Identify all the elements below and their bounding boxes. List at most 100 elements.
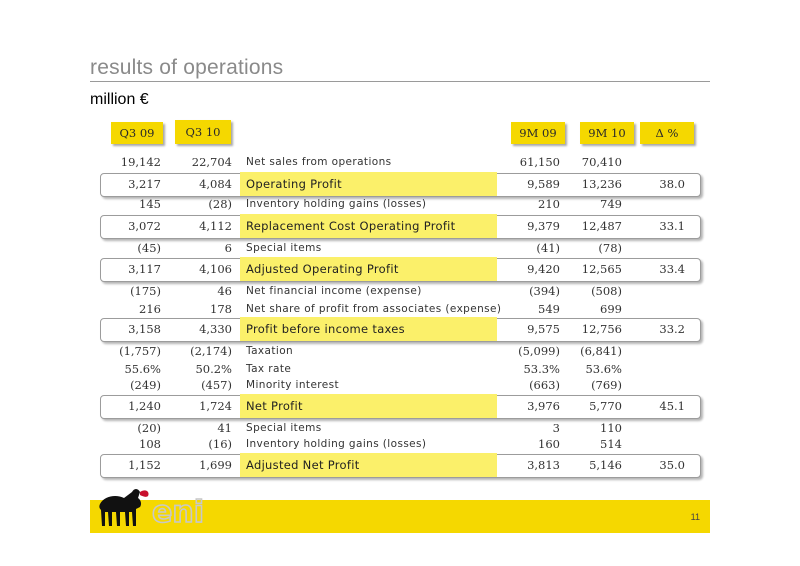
unit-label: million € [90, 91, 149, 108]
table-row: 3,158 4,330 Profit before income taxes 9,57… [0, 317, 800, 342]
cell-q3-10: (457) [201, 378, 232, 392]
cell-9m-10: (769) [591, 378, 622, 392]
cell-delta-pct [620, 239, 685, 258]
row-label: Net financial income (expense) [246, 285, 422, 297]
row-label: Tax rate [246, 363, 292, 375]
cell-9m-09: 9,420 [527, 262, 560, 276]
cell-9m-10: (78) [598, 241, 622, 255]
cell-q3-10: (16) [208, 437, 232, 451]
cell-delta-pct: 33.2 [659, 322, 685, 336]
table-row: 3,072 4,112 Replacement Cost Operating Pro… [0, 214, 800, 239]
row-label: Net share of profit from associates (exp… [246, 303, 502, 315]
cell-9m-09: 61,150 [519, 155, 560, 169]
row-label: Operating Profit [246, 177, 342, 191]
cell-9m-09: 53.3% [523, 362, 560, 376]
cell-delta-pct: 33.4 [659, 262, 685, 276]
cell-9m-09: 9,575 [527, 322, 560, 336]
cell-9m-09: 3,976 [527, 399, 560, 413]
row-label: Adjusted Operating Profit [246, 262, 399, 276]
table-row: (1,757) (2,174) Taxation (5,099) (6,841) [0, 342, 800, 361]
cell-q3-09: 3,117 [128, 262, 161, 276]
table-row: 3,217 4,084 Operating Profit 9,589 13,236 38.… [0, 172, 800, 197]
label-highlight [240, 214, 497, 238]
header-9m-10: 9M 10 [580, 122, 634, 144]
table-row: 55.6% 50.2% Tax rate 53.3% 53.6% [0, 360, 800, 379]
cell-q3-09: 1,152 [128, 458, 161, 472]
cell-9m-09: 549 [538, 302, 560, 316]
cell-q3-10: 4,112 [199, 219, 232, 233]
table-row: (249) (457) Minority interest (663) (769) [0, 376, 800, 395]
slide-title: results of operations [90, 56, 284, 79]
header-q3-10: Q3 10 [175, 120, 231, 144]
cell-9m-10: 699 [600, 302, 622, 316]
label-highlight [240, 394, 497, 418]
cell-9m-09: 9,379 [527, 219, 560, 233]
cell-delta-pct: 45.1 [659, 399, 685, 413]
cell-q3-09: (45) [137, 241, 161, 255]
header-q3-09: Q3 09 [111, 122, 163, 144]
label-highlight [240, 257, 497, 281]
cell-q3-10: 4,106 [199, 262, 232, 276]
page-number: 11 [690, 512, 700, 522]
cell-9m-10: 749 [600, 197, 622, 211]
cell-q3-09: (20) [137, 421, 161, 435]
cell-delta-pct: 38.0 [659, 177, 685, 191]
cell-9m-09: 3,813 [527, 458, 560, 472]
cell-q3-10: 4,084 [199, 177, 232, 191]
cell-9m-10: 5,146 [589, 458, 622, 472]
cell-q3-09: 3,158 [128, 322, 161, 336]
row-label: Inventory holding gains (losses) [246, 198, 427, 210]
cell-9m-10: 5,770 [589, 399, 622, 413]
cell-q3-09: 3,072 [128, 219, 161, 233]
row-label: Adjusted Net Profit [246, 458, 360, 472]
cell-q3-10: 22,704 [191, 155, 232, 169]
footer-band [90, 500, 710, 533]
cell-q3-10: 178 [210, 302, 232, 316]
row-label: Net sales from operations [246, 156, 392, 168]
cell-delta-pct [620, 342, 685, 361]
eni-wordmark: eni [152, 495, 204, 530]
cell-q3-09: 216 [139, 302, 161, 316]
cell-9m-10: 12,756 [581, 322, 622, 336]
header-9m-09: 9M 09 [511, 122, 565, 144]
cell-delta-pct [620, 282, 685, 301]
cell-9m-09: (5,099) [518, 344, 560, 358]
cell-9m-10: 70,410 [581, 155, 622, 169]
header-delta-pct: Δ % [640, 122, 694, 144]
cell-q3-10: 4,330 [199, 322, 232, 336]
row-label: Special items [246, 242, 322, 254]
table-row: 19,142 22,704 Net sales from operations 61,… [0, 153, 800, 172]
cell-9m-09: 9,589 [527, 177, 560, 191]
cell-q3-09: 19,142 [120, 155, 161, 169]
table-row: 145 (28) Inventory holding gains (losses) 2… [0, 195, 800, 214]
cell-9m-09: 210 [538, 197, 560, 211]
row-label: Taxation [246, 345, 294, 357]
cell-9m-10: 110 [600, 421, 622, 435]
cell-9m-10: 514 [600, 437, 622, 451]
row-label: Minority interest [246, 379, 340, 391]
label-highlight [240, 317, 497, 341]
cell-q3-10: 46 [217, 284, 232, 298]
cell-q3-10: (2,174) [190, 344, 232, 358]
cell-q3-09: (175) [130, 284, 161, 298]
cell-9m-10: (508) [591, 284, 622, 298]
cell-9m-09: (41) [536, 241, 560, 255]
cell-9m-10: 12,487 [581, 219, 622, 233]
cell-q3-10: (28) [208, 197, 232, 211]
cell-delta-pct [620, 153, 685, 172]
cell-q3-10: 1,699 [199, 458, 232, 472]
row-label: Net Profit [246, 399, 303, 413]
label-highlight [240, 172, 497, 196]
cell-delta-pct [620, 435, 685, 454]
label-highlight [240, 453, 497, 477]
cell-delta-pct [620, 376, 685, 395]
cell-q3-09: 145 [139, 197, 161, 211]
cell-q3-10: 50.2% [195, 362, 232, 376]
cell-q3-09: 3,217 [128, 177, 161, 191]
title-rule [90, 81, 710, 82]
table-row: 216 178 Net share of profit from associate… [0, 300, 800, 319]
cell-9m-09: 3 [552, 421, 560, 435]
row-label: Replacement Cost Operating Profit [246, 219, 456, 233]
cell-q3-10: 6 [224, 241, 232, 255]
eni-logo: eni [99, 489, 205, 530]
